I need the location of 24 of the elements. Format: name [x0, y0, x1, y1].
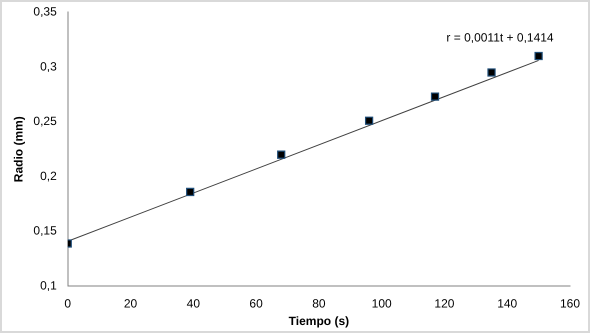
point: [534, 52, 543, 60]
y-tick-label: 0,35: [33, 4, 58, 19]
x-tick-label: 120: [434, 296, 455, 311]
y-axis-title: Radio (mm): [12, 116, 26, 182]
x-tick-label: 60: [249, 296, 264, 311]
x-tick-label: 100: [372, 296, 392, 311]
y-tick-label: 0,2: [40, 168, 58, 183]
x-tick-label: 0: [64, 296, 72, 311]
y-tick-label: 0,3: [40, 59, 58, 74]
x-tick-label: 140: [497, 296, 518, 311]
x-tick-label: 20: [124, 296, 138, 311]
x-axis-title: Tiempo (s): [288, 314, 350, 328]
point: [186, 188, 194, 196]
annotation: r = 0,0011t + 0,1414: [446, 30, 554, 44]
y-tick-label: 0,25: [33, 114, 58, 128]
x-tick-label: 160: [560, 296, 580, 311]
point: [364, 116, 374, 125]
point: [487, 68, 496, 77]
point: [430, 92, 440, 101]
point: [277, 150, 286, 159]
y-tick-label: 0,15: [33, 224, 58, 238]
x-tick-label: 80: [312, 296, 326, 311]
y-tick-label: 0,1: [40, 278, 58, 293]
x-tick-label: 40: [186, 296, 200, 311]
